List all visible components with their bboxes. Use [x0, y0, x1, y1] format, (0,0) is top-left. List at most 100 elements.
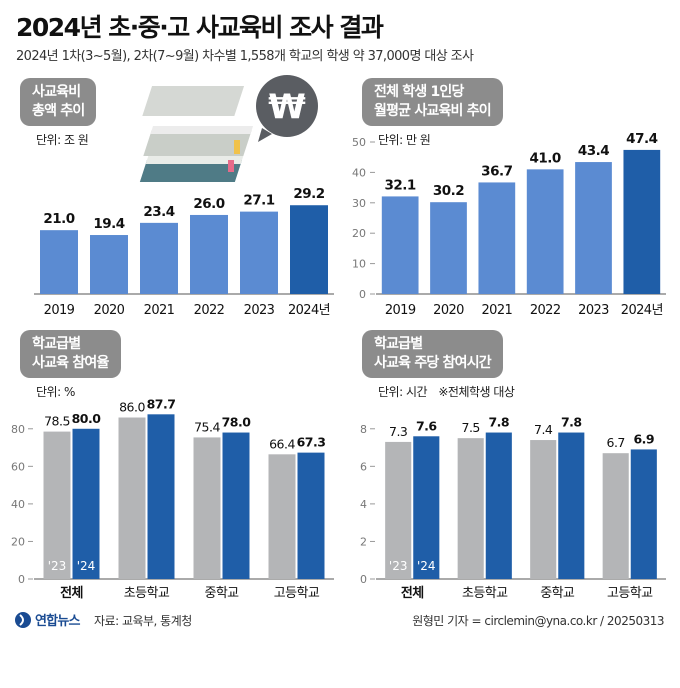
chart4-x-label: 초등학교	[462, 586, 508, 601]
chart3-unit: 단위: %	[36, 385, 75, 399]
chart1-bar	[190, 214, 228, 294]
chart1-data-label: 23.4	[143, 204, 174, 220]
chart2-data-label: 41.0	[530, 150, 561, 166]
chart4-bar-curr	[413, 436, 440, 579]
chart3-data-label: 87.7	[147, 396, 176, 411]
chart1-data-label: 21.0	[43, 211, 74, 227]
chart3-bar-curr	[72, 428, 100, 579]
chart4-bar-prev	[385, 441, 412, 579]
chart3-bar-curr	[222, 432, 250, 579]
chart4-data-label: 7.8	[561, 415, 582, 430]
chart3-bar-prev	[268, 454, 296, 579]
chart3-bar-prev	[43, 431, 71, 579]
chart4-data-label: 7.4	[534, 422, 553, 437]
book-cover	[142, 86, 245, 116]
chart2-title-line1: 전체 학생 1인당	[374, 84, 464, 100]
chart4-legend-prev: '23	[389, 559, 408, 573]
chart4-bar-curr	[485, 432, 512, 579]
chart4-ytick-label: 0	[360, 573, 367, 586]
chart3-ytick-label: 20	[11, 535, 25, 548]
book-bottom-pages	[145, 156, 244, 164]
chart2-bar	[575, 162, 612, 294]
chart2-x-label: 2022	[530, 303, 561, 318]
chart4-bar-curr	[558, 432, 585, 579]
chart4-data-label: 6.9	[633, 431, 654, 446]
chart3-data-label: 78.5	[44, 414, 70, 429]
chart4-data-label: 6.7	[607, 435, 625, 450]
chart4-x-label: 전체	[401, 585, 424, 601]
chart4-title-line2: 사교육 주당 참여시간	[374, 355, 492, 371]
chart4-ytick-label: 2	[360, 535, 367, 548]
chart1-x-label: 2024년	[288, 303, 330, 318]
chart3-data-label: 75.4	[194, 419, 220, 434]
chart3-x-label: 고등학교	[274, 586, 320, 601]
chart2-ytick-label: 30	[352, 197, 366, 210]
chart3-data-label: 67.3	[297, 435, 326, 450]
chart4-data-label: 7.5	[462, 420, 480, 435]
chart2-x-label: 2021	[481, 303, 512, 318]
books-and-won-coin-icon: ₩	[139, 75, 318, 182]
source-text: 자료: 교육부, 통계청	[94, 614, 192, 628]
chart4-x-label: 고등학교	[607, 586, 653, 601]
chart1-x-label: 2023	[244, 303, 275, 318]
chart2-data-label: 43.4	[578, 143, 609, 159]
chart1-title-line1: 사교육비	[32, 84, 81, 100]
chart1-bar	[90, 235, 128, 294]
chart2-title: 전체 학생 1인당 월평균 사교육비 추이	[362, 78, 503, 126]
bookmark-yellow	[234, 140, 240, 154]
chart4-title-line1: 학교급별	[374, 336, 423, 352]
chart1-unit: 단위: 조 원	[36, 133, 89, 147]
chart1-x-label: 2021	[144, 303, 175, 318]
chart1-title: 사교육비 총액 추이	[20, 78, 97, 126]
chart2-title-line2: 월평균 사교육비 추이	[374, 103, 492, 119]
logo-text: 연합뉴스	[35, 614, 80, 629]
page-title: 2024년 초·중·고 사교육비 조사 결과	[16, 13, 384, 42]
chart3-bar-curr	[147, 414, 175, 579]
chart3-title-line1: 학교급별	[32, 336, 81, 352]
chart2-x-label: 2019	[385, 303, 416, 318]
chart2-ytick-label: 0	[359, 288, 366, 301]
chart1-x-label: 2020	[94, 303, 125, 318]
chart4-note: ※전체학생 대상	[438, 385, 515, 399]
chart1-data-label: 26.0	[193, 196, 224, 212]
chart3-legend-curr: '24	[77, 559, 96, 573]
chart3-title: 학교급별 사교육 참여율	[20, 330, 121, 378]
chart2-data-label: 47.4	[626, 131, 657, 147]
chart4-ytick-label: 4	[360, 498, 367, 511]
won-symbol: ₩	[268, 87, 306, 127]
won-coin	[256, 75, 318, 137]
chart4-title: 학교급별 사교육 주당 참여시간	[362, 330, 503, 378]
chart3-bar-curr	[297, 452, 325, 579]
chart1-x-label: 2019	[44, 303, 75, 318]
chart2-bar	[526, 169, 564, 294]
page-subtitle: 2024년 1차(3~5월), 2차(7~9월) 차수별 1,558개 학교의 …	[16, 49, 474, 64]
chart3-legend-prev: '23	[48, 559, 67, 573]
chart3-x-label: 초등학교	[124, 586, 170, 601]
chart4-bar-prev	[457, 438, 484, 579]
chart4-ytick-label: 8	[360, 423, 367, 436]
chart3-bar-prev	[118, 417, 146, 579]
chart4-bar-prev	[602, 453, 629, 579]
chart1-bar	[40, 230, 78, 294]
chart1-data-label: 27.1	[243, 193, 274, 209]
chart3-ytick-label: 0	[18, 573, 25, 586]
chart3-data-label: 66.4	[269, 436, 295, 451]
chart4-data-label: 7.6	[416, 418, 437, 433]
chart4-bar-prev	[530, 440, 557, 579]
chart2-bar	[478, 182, 516, 294]
chart3-bar-prev	[193, 437, 221, 579]
chart2-ytick-label: 50	[352, 136, 366, 149]
footer-logo: 연합뉴스	[14, 610, 80, 629]
chart3-x-label: 중학교	[204, 586, 239, 601]
chart2-bar	[430, 202, 467, 294]
chart1-bar	[140, 222, 178, 294]
book-top	[143, 130, 252, 156]
chart4-data-label: 7.8	[488, 415, 509, 430]
chart3-ytick-label: 80	[11, 423, 25, 436]
chart1-x-label: 2022	[194, 303, 225, 318]
chart2-ytick-label: 40	[352, 166, 366, 179]
chart4-unit: 단위: 시간	[378, 385, 428, 399]
chart1-title-line2: 총액 추이	[32, 103, 85, 119]
chart1-bar	[290, 205, 328, 294]
